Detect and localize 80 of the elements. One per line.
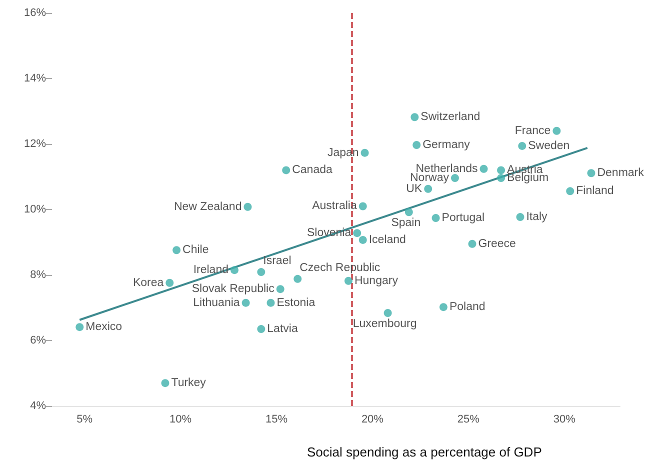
point xyxy=(497,174,506,182)
annotation: France xyxy=(514,124,551,137)
point xyxy=(276,285,284,294)
annotation: Italy xyxy=(526,211,548,224)
annotation: Mexico xyxy=(86,321,122,334)
x-tick-label: 15% xyxy=(266,414,288,426)
point xyxy=(266,298,275,307)
annotation: Poland xyxy=(449,301,486,314)
point xyxy=(244,202,252,211)
point xyxy=(166,278,174,287)
point xyxy=(358,202,367,210)
annotation: Korea xyxy=(132,276,164,289)
annotation: Lithuania xyxy=(193,296,240,309)
annotation: Slovak Republic xyxy=(192,283,275,296)
annotation: Portugal xyxy=(442,212,485,224)
x-tick-label: 20% xyxy=(361,414,384,426)
point xyxy=(257,325,266,334)
point xyxy=(344,276,352,285)
point xyxy=(161,379,170,388)
point xyxy=(552,126,561,135)
x-tick-label: 25% xyxy=(457,414,480,426)
point xyxy=(404,208,413,216)
point xyxy=(360,148,369,157)
point xyxy=(294,274,302,283)
annotation: Israel xyxy=(263,255,292,268)
point xyxy=(518,142,526,150)
x-tick-label: 30% xyxy=(553,414,576,426)
annotation: Germany xyxy=(422,138,470,151)
annotation: Chile xyxy=(182,244,209,256)
annotation: Finland xyxy=(576,185,614,198)
y-tick-label: 16% xyxy=(24,7,46,19)
annotation: Canada xyxy=(292,164,333,176)
annotation: Switzerland xyxy=(420,111,480,124)
y-tick-label: 14% xyxy=(24,72,46,84)
point xyxy=(450,174,459,182)
y-tick-label: 12% xyxy=(24,138,46,150)
point xyxy=(358,236,367,244)
point xyxy=(410,113,419,122)
point xyxy=(230,266,238,274)
point xyxy=(353,229,362,238)
y-tick-label: 8% xyxy=(30,269,46,281)
point xyxy=(439,303,448,312)
point xyxy=(242,298,250,307)
x-axis-title: Social spending as a percentage of GDP xyxy=(307,444,542,460)
annotation: UK xyxy=(406,182,422,195)
annotation: Netherlands xyxy=(416,162,478,175)
point xyxy=(497,166,506,174)
annotation: Norway xyxy=(410,172,450,184)
annotation: Sweden xyxy=(528,140,570,152)
annotation: Latvia xyxy=(267,323,298,336)
x-tick-label: 5% xyxy=(76,414,93,426)
y-tick-label: 4% xyxy=(30,400,46,412)
annotation: Japan xyxy=(327,146,359,159)
point xyxy=(432,214,440,222)
annotation: Ireland xyxy=(193,264,228,276)
point xyxy=(384,308,392,317)
point xyxy=(257,268,266,276)
annotation: Australia xyxy=(312,200,358,212)
point xyxy=(412,140,421,149)
point xyxy=(282,166,290,174)
annotation: Iceland xyxy=(368,234,406,246)
point xyxy=(587,169,596,178)
point xyxy=(76,323,84,332)
annotation: Turkey xyxy=(171,377,206,390)
point xyxy=(480,164,488,173)
point xyxy=(424,184,432,193)
annotation: Luxembourg xyxy=(352,318,417,330)
point xyxy=(516,213,524,222)
annotation: Denmark xyxy=(597,167,644,180)
y-tick-label: 6% xyxy=(30,334,46,346)
point xyxy=(468,240,476,248)
x-tick-label: 10% xyxy=(170,414,192,426)
annotation: Greece xyxy=(478,238,516,250)
point xyxy=(172,246,181,254)
annotation: Hungary xyxy=(354,274,398,287)
annotation: New Zealand xyxy=(174,200,242,213)
annotation: Spain xyxy=(391,217,421,230)
point xyxy=(566,187,574,196)
y-tick-label: 10% xyxy=(24,204,46,216)
annotation: Estonia xyxy=(276,296,316,309)
